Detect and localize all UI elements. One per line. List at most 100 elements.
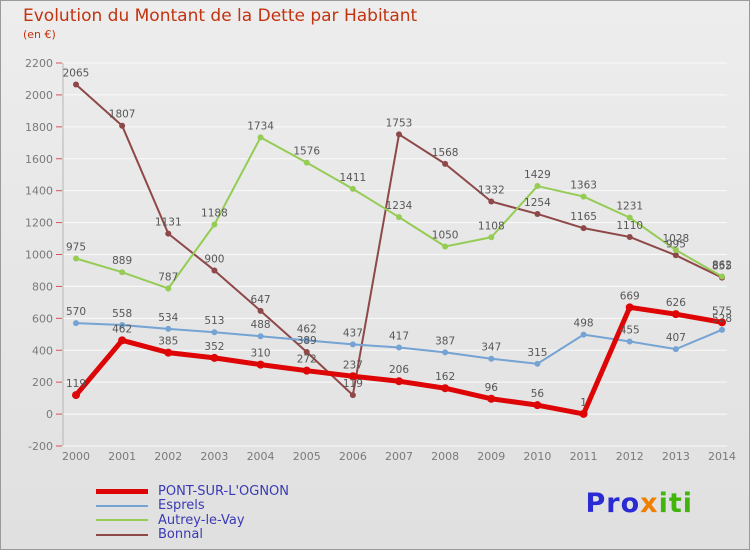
legend-line-swatch: [96, 519, 148, 522]
value-label: 1807: [109, 109, 136, 121]
value-label: 889: [112, 255, 132, 267]
value-label: 1131: [155, 217, 182, 229]
x-tick-label: 2002: [154, 450, 182, 463]
series-pont-sur-l-ognon: [72, 303, 726, 418]
chart-subtitle: (en €): [23, 28, 56, 41]
legend-label: Bonnal: [158, 527, 203, 543]
data-point: [348, 372, 357, 381]
data-point: [626, 214, 633, 221]
legend-item-autrey-le-vay: Autrey-le-Vay: [96, 513, 289, 528]
y-tick-label: 1400: [25, 185, 53, 198]
value-label: 862: [712, 260, 732, 272]
value-label: 352: [204, 341, 224, 353]
data-point: [626, 233, 633, 240]
value-label: 669: [620, 290, 640, 302]
data-point: [488, 355, 495, 362]
data-point: [395, 377, 403, 386]
data-point: [625, 303, 634, 312]
data-point: [718, 318, 726, 327]
data-point: [165, 230, 172, 237]
y-tick-label: 600: [32, 312, 53, 325]
logo-part: x: [640, 488, 659, 519]
data-point: [349, 392, 356, 399]
value-label: 462: [112, 323, 132, 335]
x-tick-label: 2006: [339, 450, 367, 463]
data-point: [210, 353, 219, 362]
value-label: 855: [712, 261, 732, 273]
x-tick-label: 2003: [200, 450, 228, 463]
value-label: 310: [251, 348, 271, 360]
x-tick-label: 2009: [477, 450, 505, 463]
y-tick-label: 1600: [25, 153, 53, 166]
value-label: 995: [666, 238, 686, 250]
data-point: [672, 346, 679, 353]
data-point: [671, 310, 680, 319]
y-tick-label: -200: [28, 440, 53, 453]
data-point: [257, 307, 264, 314]
chart-title: Evolution du Montant de la Dette par Hab…: [23, 6, 418, 26]
value-label: 1110: [616, 220, 643, 232]
value-label: 1332: [478, 185, 505, 197]
value-label: 570: [66, 306, 86, 318]
legend-item-pont-sur-l-ognon: PONT-SUR-L'OGNON: [96, 484, 289, 499]
data-point: [533, 401, 542, 410]
value-label: 387: [435, 335, 455, 347]
value-label: 437: [343, 327, 363, 339]
legend-line-swatch: [96, 488, 148, 494]
series-line: [75, 136, 723, 290]
value-label: 528: [712, 313, 732, 325]
data-point: [672, 252, 679, 259]
data-point: [488, 198, 495, 205]
series-autrey-le-vay: [73, 134, 725, 292]
data-point: [165, 325, 172, 332]
value-label: 56: [531, 388, 545, 400]
legend-label: PONT-SUR-L'OGNON: [158, 483, 290, 499]
y-tick-label: 1000: [25, 249, 53, 262]
value-label: 534: [158, 312, 178, 324]
data-point: [257, 333, 264, 340]
x-tick-label: 2001: [108, 450, 136, 463]
x-tick-label: 2007: [385, 450, 413, 463]
value-label: 462: [297, 323, 317, 335]
proxiti-logo: Proxiti: [586, 488, 694, 519]
data-point: [165, 285, 172, 292]
data-point: [118, 336, 127, 345]
data-point: [396, 214, 402, 221]
value-label: 417: [389, 331, 409, 343]
y-tick-label: 800: [32, 280, 53, 293]
value-label: 488: [251, 319, 271, 331]
y-tick-label: 1200: [25, 217, 53, 230]
value-label: 1165: [570, 211, 597, 223]
value-label: 162: [435, 371, 455, 383]
data-point: [488, 234, 495, 241]
value-label: 1734: [247, 120, 274, 132]
y-tick-label: 1800: [25, 121, 53, 134]
line-chart: -200 0 200 400 600 800 1000 1200 1400 1600 1800 200…: [25, 57, 736, 463]
value-label: 1028: [662, 233, 689, 245]
legend-label: Autrey-le-Vay: [158, 512, 245, 528]
value-label: 1: [580, 397, 587, 409]
data-point: [303, 349, 310, 356]
legend-line-swatch: [96, 533, 148, 536]
data-point: [349, 185, 356, 192]
value-label: 626: [666, 297, 686, 309]
value-label: 1234: [386, 200, 413, 212]
data-point: [487, 394, 496, 403]
data-point: [349, 341, 356, 348]
value-label: 1254: [524, 197, 551, 209]
value-label: 513: [204, 315, 224, 327]
value-label: 1411: [339, 172, 366, 184]
value-label: 1231: [616, 201, 643, 213]
data-point: [719, 326, 725, 333]
x-tick-label: 2005: [293, 450, 321, 463]
data-point: [303, 337, 310, 344]
value-label: 2065: [63, 68, 90, 80]
value-label: 455: [620, 324, 640, 336]
value-label: 647: [251, 294, 271, 306]
data-point: [302, 366, 311, 375]
value-label: 1050: [432, 230, 459, 242]
value-label: 206: [389, 364, 409, 376]
data-point: [441, 384, 450, 393]
data-point: [534, 360, 541, 367]
data-point: [442, 349, 449, 356]
